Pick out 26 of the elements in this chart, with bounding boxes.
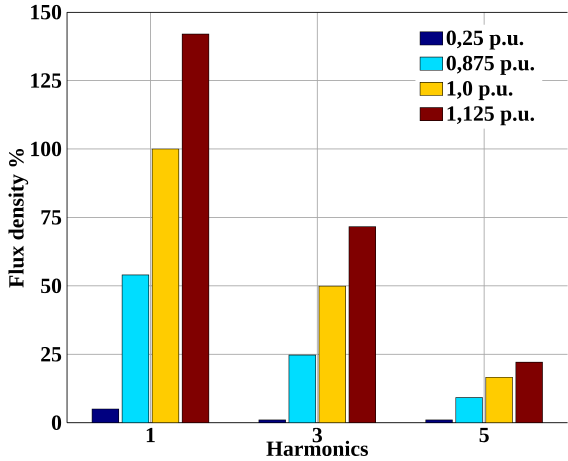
y-tick-label: 0 — [52, 415, 62, 430]
bar — [288, 354, 316, 423]
x-tick-label: 5 — [480, 428, 489, 442]
legend-label: 1,125 p.u. — [448, 106, 534, 126]
bar — [486, 377, 513, 423]
bar — [516, 362, 543, 423]
y-tick-label: 100 — [31, 142, 62, 156]
y-tick-label: 50 — [41, 278, 62, 294]
legend-label: 0,875 p.u. — [446, 56, 534, 75]
bar — [92, 409, 119, 423]
bar — [122, 274, 150, 423]
y-axis-title: Flux density % — [8, 149, 28, 288]
x-tick-label: 1 — [146, 428, 155, 442]
bar — [348, 226, 376, 423]
y-tick-label: 125 — [31, 73, 62, 88]
bar — [318, 286, 346, 423]
y-tick-label: 75 — [42, 210, 62, 225]
legend-label: 1,0 p.u. — [448, 81, 512, 100]
legend-label: 0,25 p.u. — [446, 30, 524, 50]
bar — [455, 397, 483, 423]
bar — [182, 34, 210, 423]
x-tick-label: 3 — [312, 428, 322, 442]
bar — [152, 148, 180, 423]
x-axis-title: Harmonics — [266, 440, 368, 456]
y-tick-label: 150 — [31, 4, 62, 20]
y-tick-label: 25 — [41, 347, 62, 362]
